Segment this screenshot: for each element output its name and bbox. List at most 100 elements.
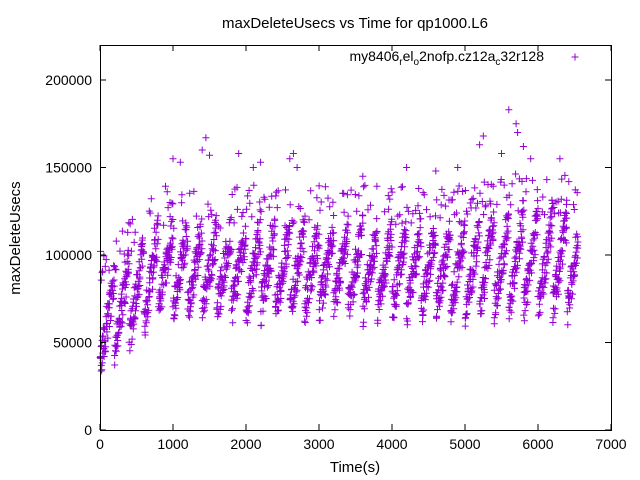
data-point — [290, 300, 298, 308]
data-point — [383, 257, 390, 265]
data-point — [107, 312, 115, 320]
data-point — [333, 269, 341, 277]
data-point — [463, 310, 471, 318]
data-point — [520, 311, 528, 319]
data-point — [401, 243, 409, 251]
legend-label-part: o — [414, 57, 420, 68]
data-point — [499, 266, 507, 274]
data-point — [265, 273, 273, 281]
data-point — [110, 294, 117, 302]
data-point — [473, 247, 481, 254]
data-point — [101, 262, 109, 270]
data-point — [520, 317, 528, 325]
data-point — [540, 290, 548, 298]
data-point — [265, 203, 273, 211]
legend-label-part: 2nofp.cz12a — [419, 48, 495, 64]
data-point — [460, 229, 468, 237]
data-point — [329, 242, 337, 250]
data-point — [222, 274, 229, 281]
data-point — [318, 286, 326, 293]
data-point — [490, 314, 498, 322]
data-point — [125, 219, 133, 227]
data-point — [386, 252, 394, 260]
data-point — [562, 224, 570, 232]
data-point — [355, 192, 363, 200]
data-point — [489, 228, 497, 236]
data-point — [445, 217, 453, 225]
data-point — [282, 186, 289, 194]
data-point — [321, 291, 329, 299]
data-point — [146, 209, 154, 217]
data-point — [117, 318, 125, 326]
data-point — [286, 229, 294, 237]
data-point — [185, 312, 193, 320]
data-point — [469, 283, 477, 291]
data-point — [403, 164, 411, 171]
data-point — [412, 270, 420, 278]
data-point — [384, 192, 392, 200]
data-point — [101, 348, 109, 356]
data-point — [319, 299, 327, 307]
data-point — [122, 281, 130, 289]
data-point — [474, 223, 482, 231]
data-point — [134, 292, 142, 300]
data-point — [454, 164, 462, 171]
data-point — [136, 282, 144, 289]
data-point — [346, 312, 354, 320]
data-point — [169, 200, 177, 208]
data-point — [497, 276, 505, 284]
data-point — [238, 268, 246, 275]
data-point — [522, 175, 530, 183]
data-point — [500, 181, 508, 189]
data-point — [122, 293, 130, 301]
data-point — [471, 235, 479, 243]
data-point — [140, 249, 148, 257]
data-point — [539, 193, 547, 201]
data-point — [497, 176, 505, 183]
data-point — [167, 254, 175, 261]
data-point — [347, 186, 355, 194]
data-point — [197, 249, 205, 257]
data-point — [543, 269, 551, 277]
data-point — [280, 273, 288, 281]
data-point — [396, 211, 404, 219]
data-point — [243, 205, 251, 213]
data-point — [323, 276, 331, 284]
data-point — [362, 298, 370, 306]
data-point — [130, 238, 138, 246]
x-tick-label: 5000 — [449, 436, 480, 452]
data-point — [211, 257, 218, 265]
data-point — [153, 240, 161, 248]
data-point — [284, 252, 292, 260]
data-point — [202, 295, 210, 303]
data-point — [548, 222, 556, 230]
data-point — [289, 303, 297, 311]
data-point — [458, 264, 466, 272]
data-point — [112, 237, 120, 245]
data-point — [272, 192, 280, 200]
data-point — [145, 306, 153, 314]
data-point — [321, 183, 329, 191]
data-point — [112, 347, 120, 355]
data-point — [351, 191, 359, 198]
data-point — [153, 253, 161, 261]
data-point — [377, 300, 385, 308]
data-point — [371, 238, 379, 246]
data-point — [147, 195, 155, 203]
data-point — [358, 251, 365, 258]
data-point — [305, 299, 312, 307]
data-point — [383, 257, 391, 265]
data-point — [507, 308, 515, 316]
data-point — [493, 302, 501, 310]
data-point — [357, 226, 365, 234]
data-point — [480, 178, 488, 186]
data-point — [437, 293, 445, 301]
data-point — [100, 353, 108, 360]
data-point — [512, 253, 520, 261]
data-point — [288, 217, 296, 224]
data-point — [548, 234, 556, 242]
data-point — [112, 266, 120, 274]
data-point — [432, 167, 440, 175]
data-point — [107, 317, 114, 324]
data-point — [335, 265, 343, 273]
